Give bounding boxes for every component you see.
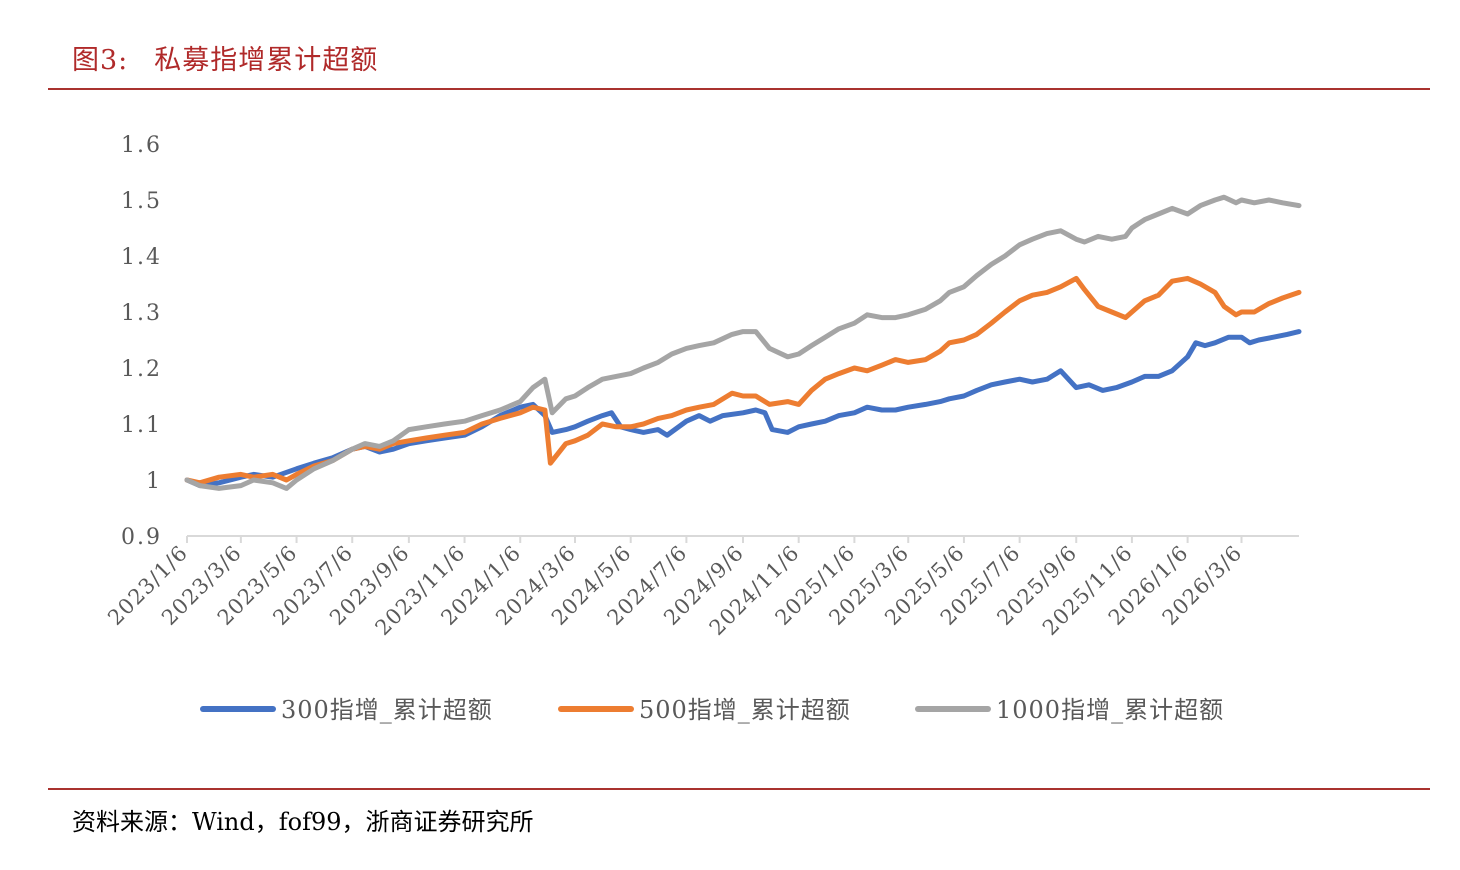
y-tick-label: 1.5: [121, 189, 162, 214]
y-tick-label: 1.4: [121, 245, 162, 270]
y-tick-label: 0.9: [121, 525, 162, 550]
y-axis-ticks: 0.9 1 1.1 1.2 1.3 1.4 1.5 1.6: [121, 133, 162, 550]
legend-label: 1000指增_累计超额: [996, 696, 1224, 724]
x-axis-ticks: 2023/1/62023/3/62023/5/62023/7/62023/9/6…: [103, 541, 1247, 640]
y-tick-label: 1: [146, 469, 162, 494]
figure-title: 图3: 私募指增累计超额: [72, 38, 378, 77]
legend-label: 500指增_累计超额: [639, 696, 851, 724]
source-divider: [48, 788, 1430, 790]
figure-title-text: 私募指增累计超额: [154, 45, 379, 76]
series-line: [184, 329, 1302, 489]
y-tick-label: 1.6: [121, 133, 162, 158]
series-line: [184, 275, 1302, 486]
figure-label: 图3:: [72, 45, 129, 76]
series-lines: [184, 194, 1302, 491]
source-note: 资料来源：Wind，fof99，浙商证券研究所: [72, 808, 534, 836]
y-tick-label: 1.3: [121, 301, 162, 326]
legend: 300指增_累计超额 500指增_累计超额 1000指增_累计超额: [200, 696, 1224, 724]
series-line: [184, 194, 1302, 491]
x-axis: [186, 535, 1299, 543]
legend-label: 300指增_累计超额: [281, 696, 493, 724]
title-divider: [48, 88, 1430, 90]
y-tick-label: 1.2: [121, 357, 162, 382]
y-tick-label: 1.1: [121, 413, 162, 438]
